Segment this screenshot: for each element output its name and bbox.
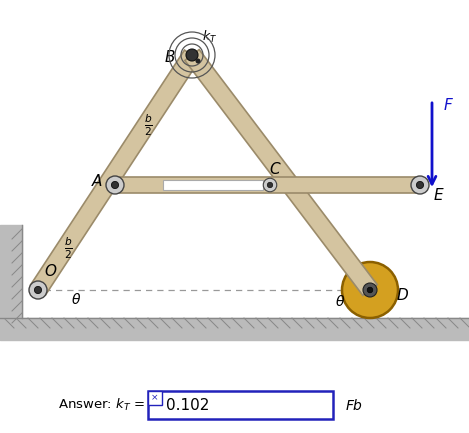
Circle shape [186, 49, 198, 61]
Bar [148, 391, 333, 419]
Text: E: E [433, 187, 443, 203]
Text: $Fb$: $Fb$ [345, 397, 363, 413]
Text: A: A [92, 174, 102, 188]
Text: $\theta$: $\theta$ [335, 294, 345, 310]
Text: $k_T$: $k_T$ [203, 29, 218, 45]
Polygon shape [185, 49, 377, 295]
Bar [148, 391, 162, 405]
Circle shape [29, 281, 47, 299]
Text: O: O [44, 265, 56, 279]
Circle shape [411, 176, 429, 194]
Circle shape [267, 182, 272, 187]
Text: C: C [270, 162, 280, 177]
Circle shape [367, 287, 373, 293]
Circle shape [342, 262, 398, 318]
Circle shape [196, 58, 201, 64]
Bar [162, 180, 263, 190]
Circle shape [34, 286, 42, 294]
Text: $F$: $F$ [443, 97, 454, 113]
Circle shape [363, 283, 377, 297]
Text: Answer: $k_T$ =: Answer: $k_T$ = [58, 397, 145, 413]
Text: $\theta$: $\theta$ [71, 293, 81, 307]
Circle shape [112, 181, 119, 189]
Polygon shape [30, 50, 199, 295]
Circle shape [263, 178, 277, 192]
Circle shape [106, 176, 124, 194]
Text: $\frac{b}{2}$: $\frac{b}{2}$ [144, 112, 152, 138]
Text: 0.102: 0.102 [166, 397, 209, 413]
Text: $\frac{b}{2}$: $\frac{b}{2}$ [64, 235, 72, 261]
Text: B: B [165, 49, 175, 65]
Polygon shape [115, 178, 420, 193]
Circle shape [416, 181, 424, 189]
Text: ×: × [151, 394, 159, 403]
Text: D: D [396, 288, 408, 303]
